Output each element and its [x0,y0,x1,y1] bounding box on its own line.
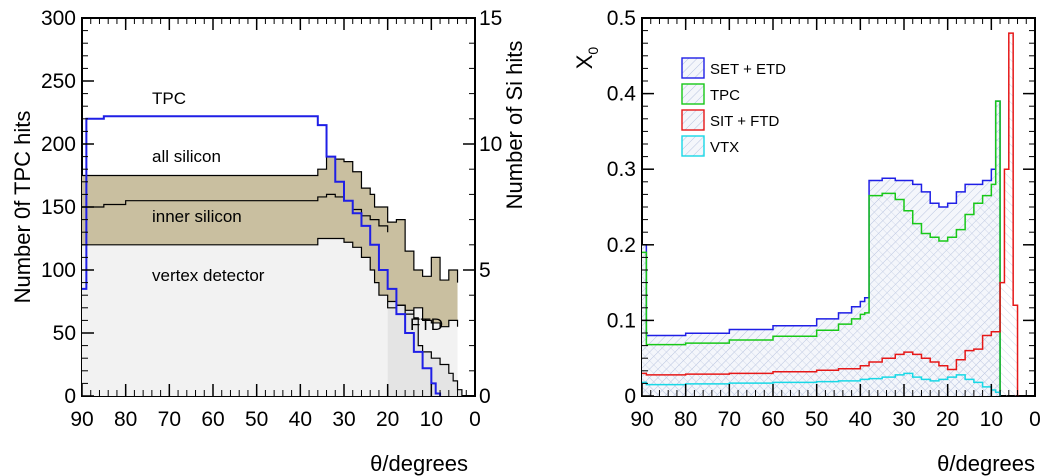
sit-ftd-area-line [642,32,1019,396]
left-y2-tick-label: 10 [479,133,502,156]
all-silicon-line [82,156,459,283]
right-x-tick-label: 60 [761,408,784,431]
left-y-tick-label: 250 [41,70,76,93]
annotation-inner-silicon: inner silicon [152,207,242,226]
right-chart: 90 80 70 60 50 40 30 20 10 0 0 0.1 0.2 0.3 0.4 0.5 X0 θ… [572,7,1041,476]
vertex-detector-line [82,237,459,328]
right-x-tick-label: 90 [630,408,653,431]
right-y-tick-label: 0 [624,385,636,408]
left-y2-tick-label: 5 [479,259,491,282]
left-marks [82,115,463,396]
left-chart: 90 80 70 60 50 40 30 20 10 0050100150200250300051… [10,7,527,476]
right-y-tick-label: 0.1 [607,309,636,332]
right-y-tick-label: 0.3 [607,158,636,181]
legend-label-set-etd-area: SET + ETD [710,61,786,78]
left-x-tick-label: 50 [245,408,268,431]
right-x-tick-label: 20 [936,408,959,431]
legend-swatch-tpc-area [681,83,705,105]
annotation-tpc: TPC [152,89,186,108]
right-x-tick-label: 10 [980,408,1003,431]
legend-swatch-sit-ftd-area [681,109,705,131]
ftd-line [387,300,463,396]
silicon-band-fill [82,156,458,327]
right-y-tick-label: 0.4 [607,83,637,106]
inner-silicon-line [82,193,389,233]
right-y-axis-title: X0 [572,47,601,70]
annotation-all-silicon: all silicon [152,147,221,166]
left-y-tick-label: 50 [53,322,76,345]
left-y2-tick-label: 0 [479,385,491,408]
left-x-tick-label: 90 [70,408,93,431]
left-y-tick-label: 300 [41,7,76,30]
legend-label-tpc-area: TPC [710,87,740,104]
left-y-tick-label: 100 [41,259,76,282]
vtx-area-fill [642,373,1001,396]
left-y2-tick-label: 15 [479,7,502,30]
set-etd-area-line [642,100,1001,396]
left-x-tick-label: 30 [332,408,355,431]
right-x-tick-label: 80 [674,408,697,431]
tpc-hits-line [82,115,442,396]
legend-swatch-set-etd-area [681,57,705,79]
sit-ftd-area-fill [642,33,1018,397]
right-x-tick-label: 70 [718,408,741,431]
ftd-region-fill [387,301,462,396]
right-axes: 90 80 70 60 50 40 30 20 10 0 0 0.1 0.2 0.3 0.4 0.5 [607,7,1041,431]
right-x-tick-label: 30 [892,408,915,431]
annotation-ftd: FTD [410,315,443,334]
tpc-area-line [642,100,1001,396]
vertex-region-fill [82,238,458,396]
annotation-vertex-detector: vertex detector [152,266,265,285]
left-x-tick-label: 60 [201,408,224,431]
right-x-tick-label: 40 [849,408,872,431]
left-x-tick-label: 80 [114,408,137,431]
left-x-tick-label: 10 [420,408,443,431]
legend-label-vtx-area: VTX [710,139,739,156]
left-y-tick-label: 200 [41,133,76,156]
right-x-axis-title: θ/degrees [937,451,1035,476]
right-x-tick-label: 50 [805,408,828,431]
right-y-tick-label: 0.5 [607,7,636,30]
left-y2-axis-title: Number of Si hits [502,41,527,210]
left-axes: 90 80 70 60 50 40 30 20 10 0050100150200250300051… [41,7,502,431]
left-x-tick-label: 20 [376,408,399,431]
tpc-area-fill [642,101,1001,396]
right-x-tick-label: 0 [1029,408,1041,431]
left-y-axis-title: Number 0f TPC hits [10,111,35,304]
left-y-tick-label: 0 [64,385,76,408]
left-x-tick-label: 70 [158,408,181,431]
legend-swatch-vtx-area [681,135,705,157]
right-y-tick-label: 0.2 [607,234,636,257]
vtx-area-line [642,372,1001,396]
left-x-axis-title: θ/degrees [370,451,468,476]
legend: SET + ETD TPC SIT + FTD VTX [681,57,786,157]
left-y-tick-label: 150 [41,196,76,219]
right-marks [642,32,1019,397]
left-x-tick-label: 40 [289,408,312,431]
left-x-tick-label: 0 [469,408,481,431]
legend-label-sit-ftd-area: SIT + FTD [710,113,779,130]
